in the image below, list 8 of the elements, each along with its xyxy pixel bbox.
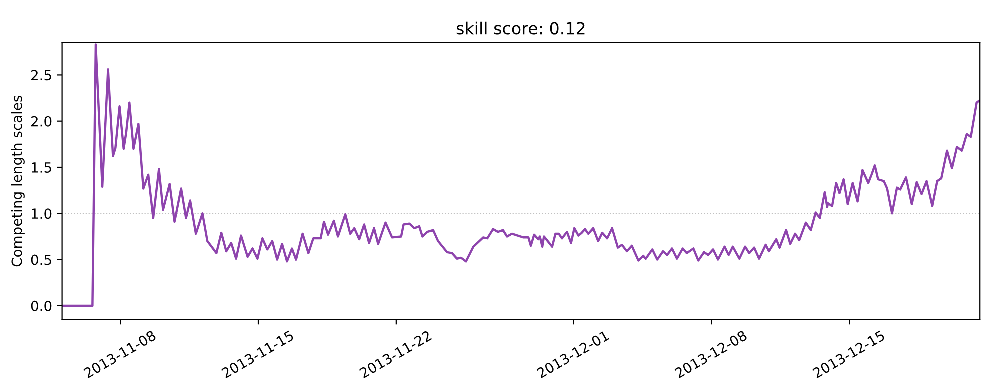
y-tick-label: 1.0 <box>32 208 52 220</box>
chart-title: skill score: 0.12 <box>456 22 585 35</box>
y-axis-title: Competing length scales <box>12 96 25 267</box>
y-tick-label: 2.0 <box>32 116 52 127</box>
y-tick-label: 0.5 <box>31 254 52 266</box>
y-tick-label: 2.5 <box>32 70 52 81</box>
y-tick-label: 1.5 <box>32 162 52 173</box>
y-tick-label: 0.0 <box>31 300 52 312</box>
